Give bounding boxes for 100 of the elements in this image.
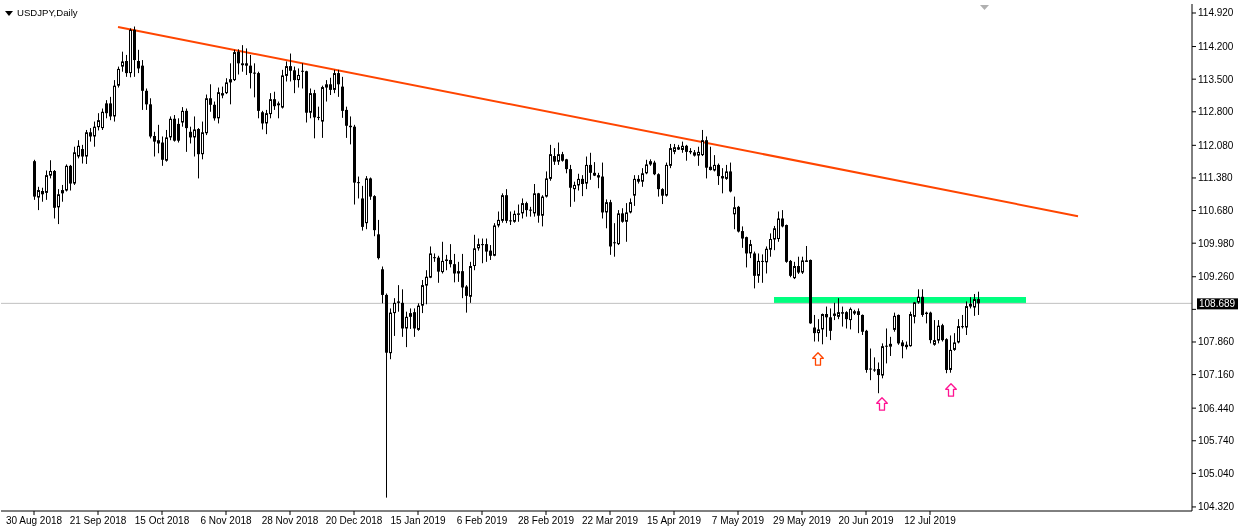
candlestick: [117, 66, 120, 89]
y-tick-label: 105.040: [1198, 467, 1235, 479]
candlestick: [181, 106, 184, 128]
candlestick: [585, 156, 588, 190]
y-tick-label: 107.160: [1198, 369, 1235, 381]
x-tick-label: 21 Sep 2018: [69, 515, 127, 526]
y-tick-label: 104.320: [1198, 501, 1235, 513]
candlestick: [461, 253, 464, 299]
candlestick: [857, 307, 860, 334]
y-tick-label: 112.800: [1198, 106, 1234, 118]
y-tick-label: 105.740: [1198, 435, 1235, 447]
candlestick: [177, 117, 180, 144]
candlestick: [873, 356, 876, 373]
y-tick-label: 106.440: [1198, 402, 1235, 414]
y-tick-label: 113.500: [1198, 73, 1234, 85]
candlestick: [437, 255, 440, 284]
candlestick: [821, 313, 824, 345]
candlestick: [377, 219, 380, 260]
candlestick: [825, 306, 828, 338]
candlestick: [717, 163, 720, 186]
y-tick-label: 109.260: [1198, 271, 1235, 283]
candlestick: [889, 336, 892, 357]
x-tick-label: 15 Jan 2019: [390, 515, 446, 526]
candlestick: [161, 135, 164, 167]
x-tick-label: 20 Dec 2018: [325, 515, 383, 526]
candlestick: [849, 307, 852, 330]
candlestick: [333, 69, 336, 94]
x-tick-label: 7 May 2019: [711, 515, 765, 526]
candlestick: [557, 142, 560, 166]
candlestick: [965, 300, 968, 336]
y-tick-label: 112.080: [1198, 139, 1234, 151]
candlestick: [937, 319, 940, 344]
ref-line-label: 108.689: [1199, 297, 1236, 309]
candlestick: [777, 211, 780, 243]
candlestick: [589, 152, 592, 181]
x-tick-label: 20 Jun 2019: [838, 515, 894, 526]
candlestick: [337, 69, 340, 98]
candlestick: [761, 253, 764, 284]
candlestick: [453, 253, 456, 283]
candlestick: [297, 67, 300, 89]
candlestick: [413, 307, 416, 338]
candlestick: [473, 234, 476, 271]
x-tick-label: 15 Apr 2019: [647, 515, 702, 526]
y-tick-label: 111.380: [1198, 172, 1234, 184]
candlestick: [729, 162, 732, 193]
candlestick: [841, 306, 844, 328]
candlestick: [641, 167, 644, 188]
candlestick: [769, 232, 772, 258]
x-tick-label: 6 Feb 2019: [456, 515, 508, 526]
candlestick: [933, 319, 936, 347]
candlestick: [45, 170, 48, 201]
candlestick: [757, 252, 760, 284]
candlestick: [397, 284, 400, 313]
candlestick: [245, 47, 248, 76]
x-tick-label: 30 Aug 2018: [5, 515, 63, 526]
y-tick-label: 114.920: [1198, 7, 1234, 19]
x-tick-label: 22 Mar 2019: [581, 515, 639, 526]
candlestick: [633, 174, 636, 207]
candlestick: [153, 131, 156, 158]
candlestick: [533, 183, 536, 218]
chart-title: USDJPY,Daily: [17, 7, 78, 18]
x-tick-label: 12 Jul 2019: [904, 515, 957, 526]
candlestick: [625, 202, 628, 243]
y-tick-label: 107.860: [1198, 336, 1235, 348]
candlestick: [837, 297, 840, 320]
candlestick: [293, 66, 296, 94]
candlestick: [657, 172, 660, 198]
x-tick-label: 28 Feb 2019: [517, 515, 575, 526]
candlestick: [289, 53, 292, 82]
candlestick: [829, 307, 832, 341]
candlestick: [481, 238, 484, 264]
y-tick-label: 114.200: [1198, 41, 1234, 53]
candlestick: [185, 108, 188, 153]
candlestick: [817, 318, 820, 343]
candlestick: [921, 288, 924, 318]
y-tick-label: 109.980: [1198, 237, 1235, 249]
candlestick: [93, 121, 96, 148]
candlestick: [569, 164, 572, 208]
candlestick: [409, 307, 412, 330]
x-tick-label: 29 May 2019: [773, 515, 832, 526]
y-tick-label: 110.680: [1198, 205, 1234, 217]
candlestick: [485, 238, 488, 263]
candlestick: [521, 197, 524, 219]
x-tick-label: 28 Nov 2018: [261, 515, 319, 526]
candlestick: [977, 291, 980, 316]
candlestick: [273, 91, 276, 111]
candlestick: [145, 87, 148, 111]
candlestick: [173, 114, 176, 143]
x-tick-label: 15 Oct 2018: [134, 515, 190, 526]
candlestick: [973, 293, 976, 317]
candlestick: [949, 334, 952, 374]
candlestick: [441, 241, 444, 274]
candlestick: [261, 110, 264, 130]
candlestick: [85, 129, 88, 165]
x-tick-label: 6 Nov 2018: [200, 515, 253, 526]
candlestick: [241, 44, 244, 73]
candlestick: [65, 163, 68, 192]
candlestick: [121, 51, 124, 73]
candlestick: [249, 54, 252, 89]
candlestick: [537, 192, 540, 224]
